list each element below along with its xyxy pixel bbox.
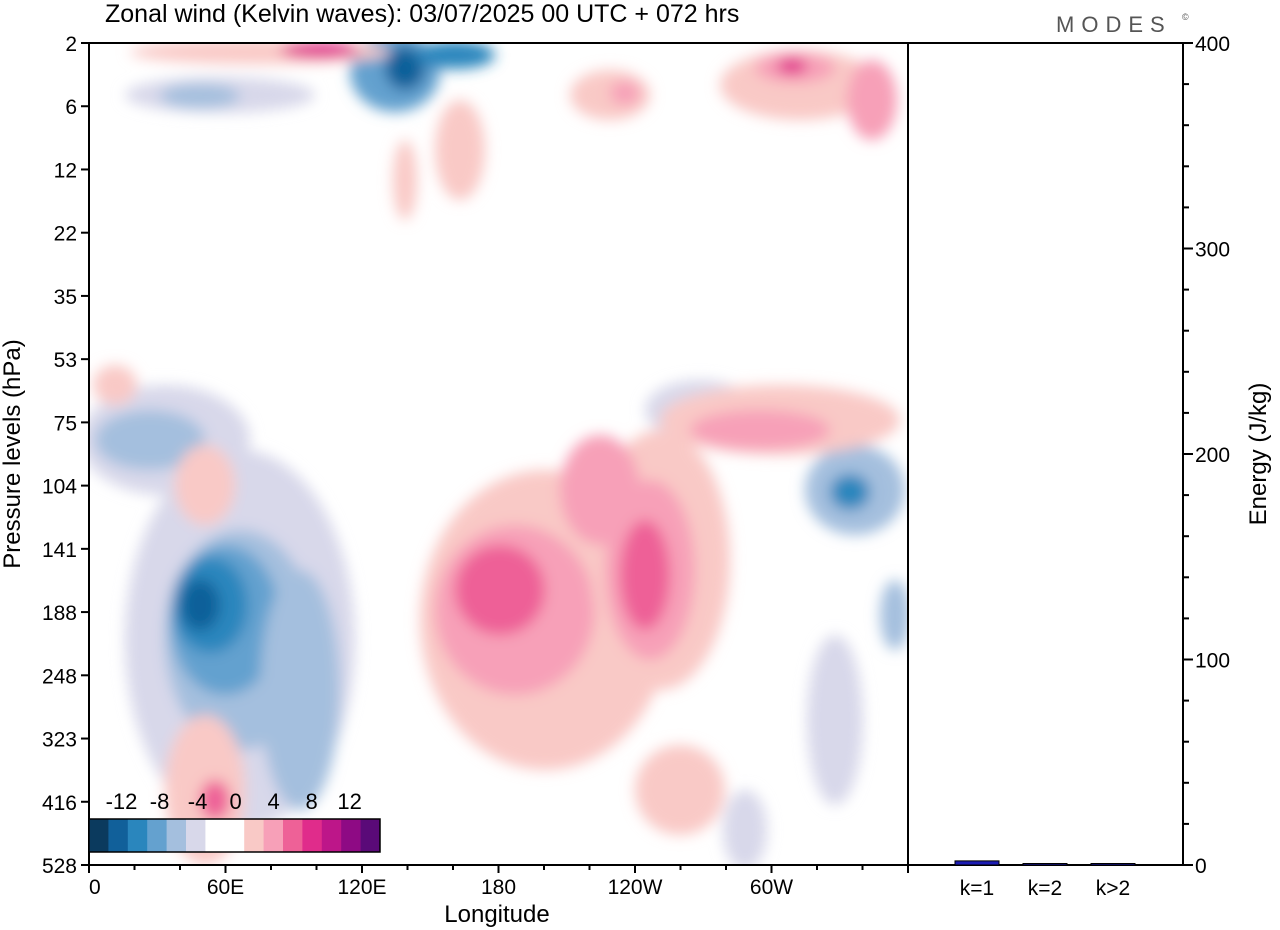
energy-category-labels: k=1 k=2 k>2 xyxy=(960,877,1130,900)
y-tick-label: 248 xyxy=(42,665,77,688)
colorbar-label: -4 xyxy=(188,789,208,814)
y-tick-label: 141 xyxy=(42,539,77,562)
energy-tick-label: 300 xyxy=(1195,239,1230,262)
negative-core-188hpa xyxy=(180,579,220,631)
positive-bottom-left-core xyxy=(200,780,230,820)
y-axis-label: Pressure levels (hPa) xyxy=(0,339,26,568)
positive-upper-small-core xyxy=(610,81,640,105)
negative-bottom xyxy=(723,790,767,865)
energy-bar xyxy=(1022,863,1068,866)
energy-bars xyxy=(954,860,1136,866)
colorbar-swatch xyxy=(108,819,129,852)
colorbar-swatch xyxy=(127,819,148,852)
colorbar-swatch xyxy=(89,819,109,852)
y-tick-labels: 2 6 12 22 35 53 75 104 141 188 248 323 416 528 xyxy=(42,33,77,878)
colorbar-label: 8 xyxy=(306,789,318,814)
x-tick-labels: 0 60E 120E 180 120W 60W xyxy=(89,876,793,899)
energy-category-label: k=2 xyxy=(1028,877,1062,900)
energy-tick-labels: 0 100 200 300 400 xyxy=(1195,33,1230,878)
positive-left-mid xyxy=(175,445,235,525)
energy-tick-label: 100 xyxy=(1195,650,1230,673)
modes-logo: MODES xyxy=(1056,12,1172,37)
positive-upper-mid-2 xyxy=(435,100,485,200)
colorbar-swatch xyxy=(263,819,284,852)
colorbar-swatch xyxy=(341,819,362,852)
x-tick-label: 0 xyxy=(89,876,101,899)
energy-tick-label: 0 xyxy=(1195,855,1207,878)
positive-core-188hpa xyxy=(455,545,545,635)
y-tick-label: 6 xyxy=(65,96,77,119)
colorbar-labels: -12 -8 -4 0 4 8 12 xyxy=(106,789,362,814)
energy-axis-label: Energy (J/kg) xyxy=(1245,383,1272,526)
y-tick-label: 188 xyxy=(42,602,77,625)
colorbar-swatch xyxy=(244,819,265,852)
colorbar-swatch xyxy=(321,819,342,852)
x-axis-label: Longitude xyxy=(444,901,549,928)
colorbar-swatch xyxy=(302,819,323,852)
energy-tick-marks xyxy=(1183,42,1193,866)
positive-upper-right-core xyxy=(777,58,807,74)
y-tick-label: 416 xyxy=(42,792,77,815)
negative-upper-left-core xyxy=(160,84,240,108)
y-tick-label: 323 xyxy=(42,729,77,752)
colorbar-swatch xyxy=(147,819,168,852)
positive-upper-right-tongue xyxy=(847,60,897,140)
x-tick-label: 60W xyxy=(750,876,793,899)
positive-mid xyxy=(560,435,640,545)
positive-left-edge xyxy=(93,365,137,405)
negative-upper-core xyxy=(385,46,425,90)
positive-bottom-right xyxy=(635,745,725,835)
colorbar-swatch xyxy=(360,819,381,852)
x-tick-label: 180 xyxy=(481,876,516,899)
x-tick-label: 120W xyxy=(608,876,663,899)
energy-category-label: k=1 xyxy=(960,877,994,900)
y-tick-label: 35 xyxy=(54,286,77,309)
colorbar-swatch xyxy=(224,819,245,852)
colorbar-label: 0 xyxy=(229,789,241,814)
energy-category-label: k>2 xyxy=(1096,877,1130,900)
negative-tongue xyxy=(260,570,340,810)
positive-upper-mid xyxy=(393,140,417,220)
y-tick-label: 12 xyxy=(54,159,77,182)
colorbar-label: -8 xyxy=(150,789,170,814)
colorbar-swatch xyxy=(283,819,303,852)
colorbar-swatch xyxy=(166,819,187,852)
energy-tick-label: 400 xyxy=(1195,33,1230,56)
energy-bar xyxy=(954,860,1000,866)
colorbar-swatch xyxy=(205,819,226,852)
y-tick-label: 104 xyxy=(42,476,77,499)
y-tick-label: 528 xyxy=(42,855,77,878)
negative-lower-right xyxy=(807,635,863,805)
negative-upper-band xyxy=(415,43,495,69)
negative-core-75hpa xyxy=(95,410,205,470)
y-tick-label: 53 xyxy=(54,349,77,372)
colorbar-frame xyxy=(88,818,381,853)
heatmap-field xyxy=(89,43,908,865)
colorbar-label: -12 xyxy=(106,789,138,814)
chart-title: Zonal wind (Kelvin waves): 03/07/2025 00… xyxy=(105,0,739,28)
y-tick-marks xyxy=(81,42,89,866)
x-tick-label: 60E xyxy=(207,876,244,899)
positive-diagonal-core xyxy=(620,520,670,630)
y-tick-label: 75 xyxy=(54,412,77,435)
field-blobs xyxy=(89,43,908,865)
colorbar-label: 12 xyxy=(337,789,361,814)
colorbar xyxy=(88,818,381,853)
energy-panel-frame xyxy=(907,42,1184,866)
negative-right-core xyxy=(830,474,870,510)
positive-upper-arm-core xyxy=(690,410,830,450)
y-tick-label: 22 xyxy=(54,223,77,246)
energy-bar xyxy=(1090,863,1136,866)
x-tick-marks xyxy=(88,865,909,873)
colorbar-label: 4 xyxy=(267,789,279,814)
x-tick-label: 120E xyxy=(337,876,386,899)
colorbar-swatch xyxy=(186,819,206,852)
copyright-mark: © xyxy=(1182,12,1189,22)
energy-tick-label: 200 xyxy=(1195,444,1230,467)
negative-edge xyxy=(880,580,908,650)
y-tick-label: 2 xyxy=(65,33,77,56)
positive-top-core xyxy=(280,43,360,58)
